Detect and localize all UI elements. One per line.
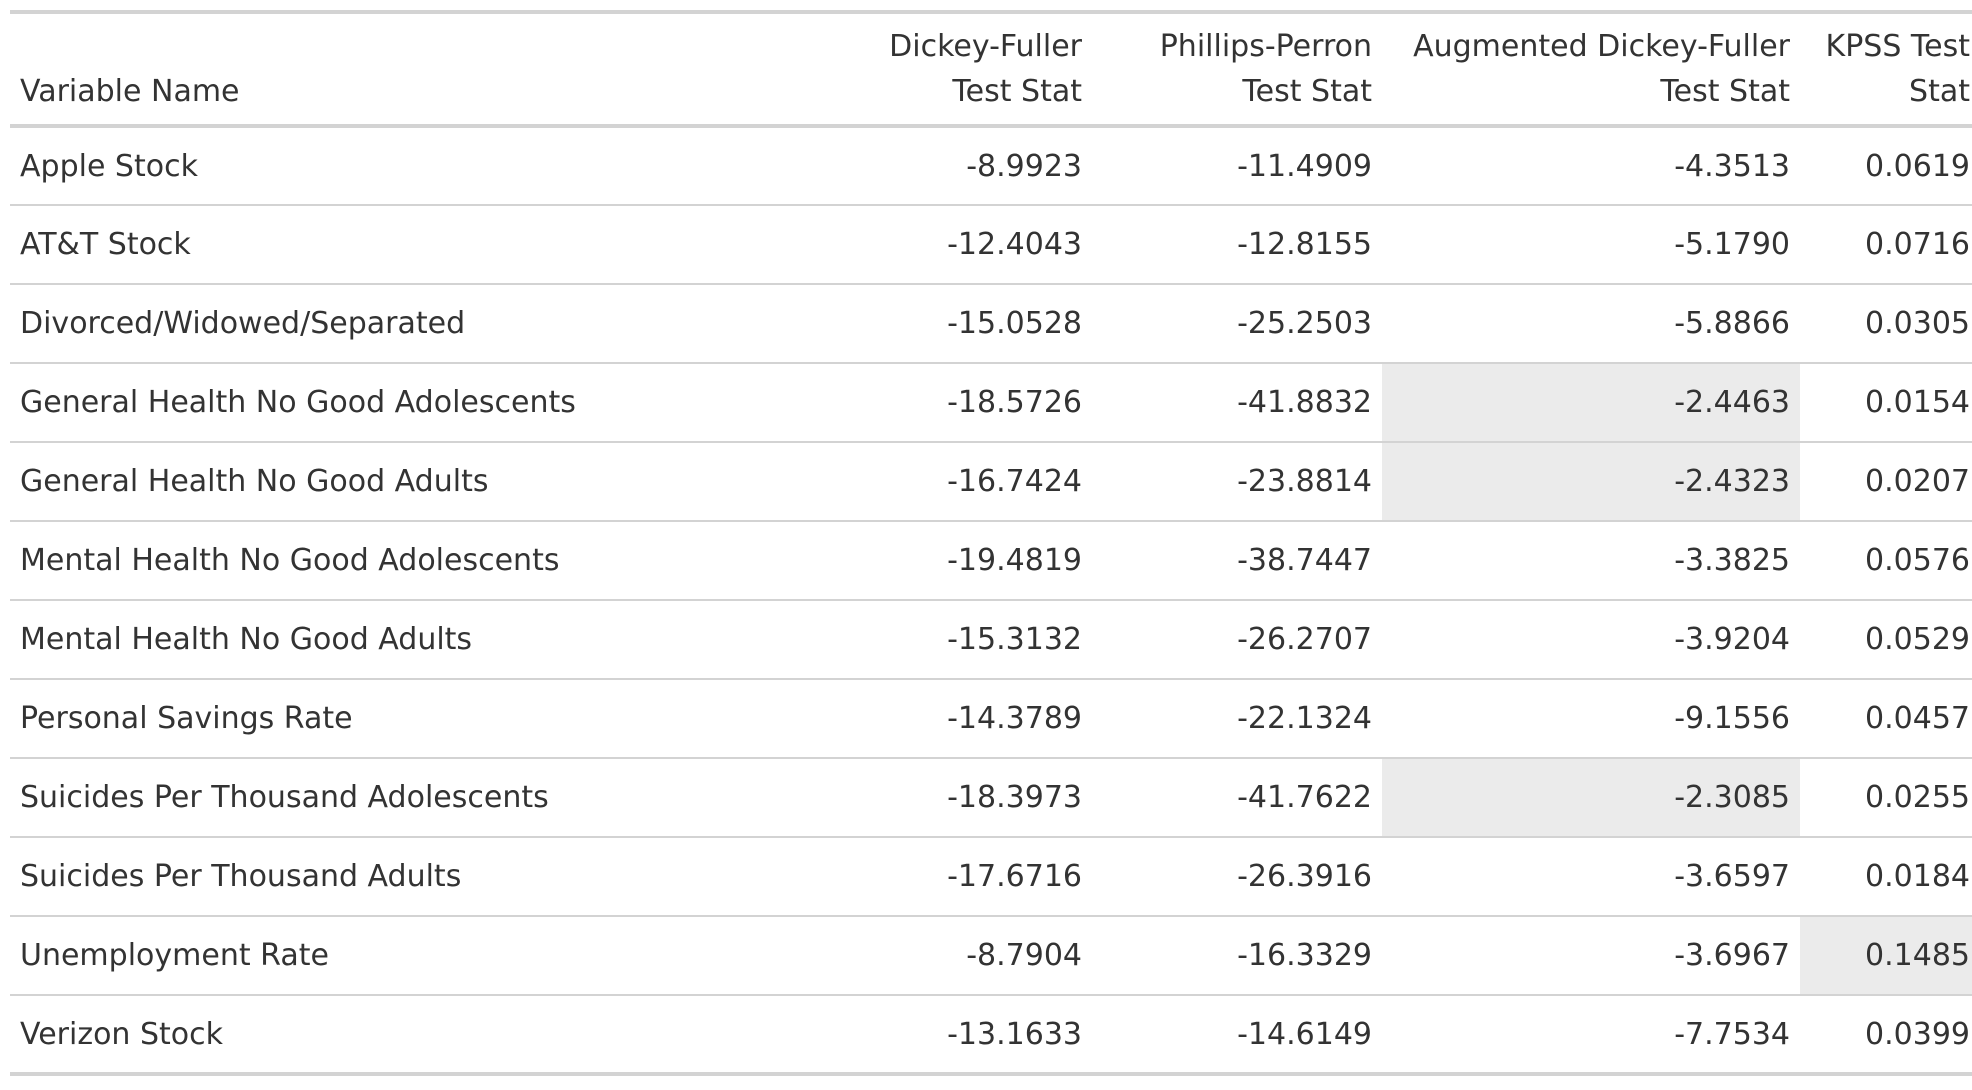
header-augmented-dickey-fuller: Augmented Dickey-Fuller Test Stat bbox=[1413, 29, 1790, 109]
cell-kpss: 0.0305 bbox=[1865, 306, 1970, 341]
header-kpss: KPSS Test Stat bbox=[1825, 29, 1970, 109]
cell-phillips-perron: -14.6149 bbox=[1237, 1016, 1372, 1052]
table-body: Apple Stock -8.9923 -11.4909 -4.3513 0.0619 A… bbox=[10, 126, 1972, 1074]
cell-phillips-perron: -26.2707 bbox=[1237, 622, 1372, 657]
cell-augmented-dickey-fuller: -7.7534 bbox=[1674, 1016, 1790, 1052]
cell-dickey-fuller: -18.5726 bbox=[947, 385, 1082, 420]
cell-variable-name: General Health No Good Adolescents bbox=[20, 385, 576, 420]
cell-augmented-dickey-fuller: -3.6967 bbox=[1674, 938, 1790, 973]
table-header: Variable Name Dickey-Fuller Test Stat Ph… bbox=[10, 12, 1972, 126]
table-row: General Health No Good Adults -16.7424 -23… bbox=[10, 442, 1972, 521]
header-variable-name: Variable Name bbox=[20, 74, 240, 109]
cell-augmented-dickey-fuller: -2.3085 bbox=[1382, 758, 1800, 837]
table-row: Suicides Per Thousand Adults -17.6716 -26.… bbox=[10, 837, 1972, 916]
table-row: Personal Savings Rate -14.3789 -22.1324 -9.… bbox=[10, 679, 1972, 758]
cell-kpss: 0.0154 bbox=[1865, 385, 1970, 420]
cell-kpss: 0.0457 bbox=[1865, 701, 1970, 736]
cell-kpss: 0.1485 bbox=[1800, 916, 1972, 995]
cell-kpss: 0.0619 bbox=[1865, 148, 1970, 184]
cell-dickey-fuller: -17.6716 bbox=[947, 859, 1082, 894]
table-row: Apple Stock -8.9923 -11.4909 -4.3513 0.0619 bbox=[10, 126, 1972, 205]
table-row: Unemployment Rate -8.7904 -16.3329 -3.6967 0… bbox=[10, 916, 1972, 995]
cell-variable-name: Suicides Per Thousand Adolescents bbox=[20, 780, 549, 815]
cell-kpss: 0.0576 bbox=[1865, 543, 1970, 578]
cell-phillips-perron: -11.4909 bbox=[1237, 148, 1372, 184]
cell-variable-name: Apple Stock bbox=[20, 148, 198, 184]
table-row: AT&T Stock -12.4043 -12.8155 -5.1790 0.0716 bbox=[10, 205, 1972, 284]
cell-variable-name: Personal Savings Rate bbox=[20, 701, 353, 736]
cell-phillips-perron: -26.3916 bbox=[1237, 859, 1372, 894]
cell-phillips-perron: -41.8832 bbox=[1237, 385, 1372, 420]
cell-phillips-perron: -23.8814 bbox=[1237, 464, 1372, 499]
cell-variable-name: Divorced/Widowed/Separated bbox=[20, 306, 466, 341]
cell-kpss: 0.0399 bbox=[1865, 1016, 1970, 1052]
header-row: Variable Name Dickey-Fuller Test Stat Ph… bbox=[10, 12, 1972, 126]
stationarity-test-table-container: Variable Name Dickey-Fuller Test Stat Ph… bbox=[10, 10, 1972, 1076]
cell-dickey-fuller: -19.4819 bbox=[947, 543, 1082, 578]
stationarity-test-table: Variable Name Dickey-Fuller Test Stat Ph… bbox=[10, 10, 1972, 1076]
table-row: Suicides Per Thousand Adolescents -18.397… bbox=[10, 758, 1972, 837]
cell-kpss: 0.0529 bbox=[1865, 622, 1970, 657]
cell-dickey-fuller: -18.3973 bbox=[947, 780, 1082, 815]
cell-augmented-dickey-fuller: -3.9204 bbox=[1674, 622, 1790, 657]
table-row: Mental Health No Good Adults -15.3132 -26.… bbox=[10, 600, 1972, 679]
cell-dickey-fuller: -8.7904 bbox=[966, 938, 1082, 973]
cell-dickey-fuller: -15.3132 bbox=[947, 622, 1082, 657]
cell-kpss: 0.0207 bbox=[1865, 464, 1970, 499]
cell-augmented-dickey-fuller: -5.8866 bbox=[1674, 306, 1790, 341]
cell-dickey-fuller: -12.4043 bbox=[947, 227, 1082, 262]
cell-augmented-dickey-fuller: -4.3513 bbox=[1674, 148, 1790, 184]
cell-phillips-perron: -25.2503 bbox=[1237, 306, 1372, 341]
header-phillips-perron: Phillips-Perron Test Stat bbox=[1159, 29, 1372, 109]
cell-variable-name: Mental Health No Good Adults bbox=[20, 622, 473, 657]
cell-augmented-dickey-fuller: -2.4463 bbox=[1382, 363, 1800, 442]
cell-variable-name: Verizon Stock bbox=[20, 1016, 223, 1052]
cell-augmented-dickey-fuller: -3.6597 bbox=[1674, 859, 1790, 894]
cell-variable-name: Suicides Per Thousand Adults bbox=[20, 859, 462, 894]
cell-phillips-perron: -41.7622 bbox=[1237, 780, 1372, 815]
table-row: Mental Health No Good Adolescents -19.481… bbox=[10, 521, 1972, 600]
table-row: General Health No Good Adolescents -18.57… bbox=[10, 363, 1972, 442]
cell-dickey-fuller: -16.7424 bbox=[947, 464, 1082, 499]
cell-dickey-fuller: -15.0528 bbox=[947, 306, 1082, 341]
table-row: Verizon Stock -13.1633 -14.6149 -7.7534 0.03… bbox=[10, 995, 1972, 1074]
cell-augmented-dickey-fuller: -2.4323 bbox=[1382, 442, 1800, 521]
cell-kpss: 0.0184 bbox=[1865, 859, 1970, 894]
cell-phillips-perron: -12.8155 bbox=[1237, 227, 1372, 262]
cell-dickey-fuller: -13.1633 bbox=[947, 1016, 1082, 1052]
cell-variable-name: Mental Health No Good Adolescents bbox=[20, 543, 560, 578]
cell-augmented-dickey-fuller: -9.1556 bbox=[1674, 701, 1790, 736]
header-dickey-fuller: Dickey-Fuller Test Stat bbox=[889, 29, 1082, 109]
cell-phillips-perron: -16.3329 bbox=[1237, 938, 1372, 973]
cell-dickey-fuller: -14.3789 bbox=[947, 701, 1082, 736]
cell-augmented-dickey-fuller: -3.3825 bbox=[1674, 543, 1790, 578]
cell-phillips-perron: -22.1324 bbox=[1237, 701, 1372, 736]
cell-dickey-fuller: -8.9923 bbox=[966, 148, 1082, 184]
cell-augmented-dickey-fuller: -5.1790 bbox=[1674, 227, 1790, 262]
cell-variable-name: AT&T Stock bbox=[20, 227, 191, 262]
cell-kpss: 0.0716 bbox=[1865, 227, 1970, 262]
table-row: Divorced/Widowed/Separated -15.0528 -25.25… bbox=[10, 284, 1972, 363]
cell-phillips-perron: -38.7447 bbox=[1237, 543, 1372, 578]
cell-variable-name: General Health No Good Adults bbox=[20, 464, 489, 499]
cell-variable-name: Unemployment Rate bbox=[20, 938, 329, 973]
cell-kpss: 0.0255 bbox=[1865, 780, 1970, 815]
